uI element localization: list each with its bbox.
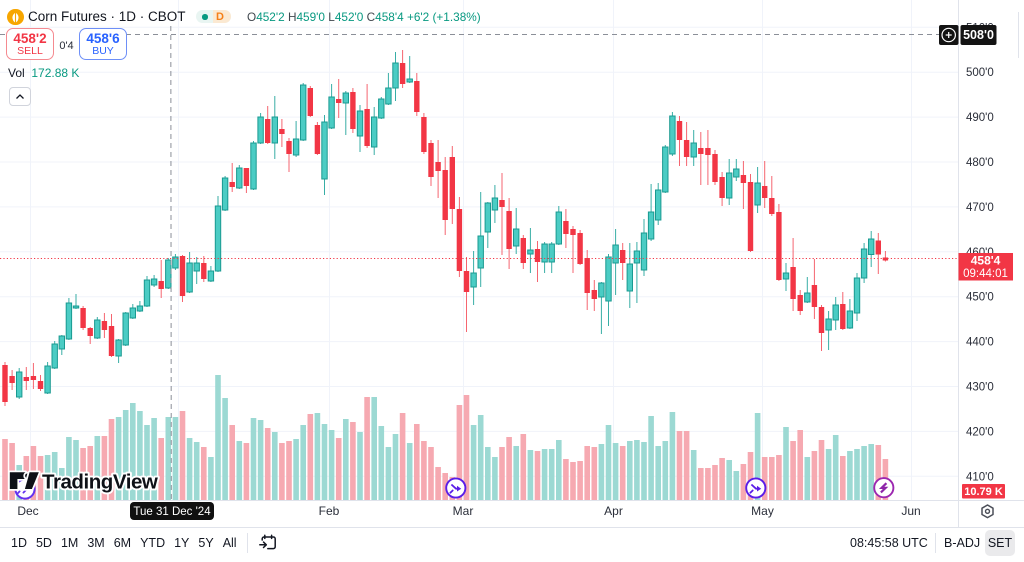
- svg-text:490'0: 490'0: [966, 112, 994, 124]
- svg-text:Mar: Mar: [453, 504, 474, 518]
- svg-text:500'0: 500'0: [966, 67, 994, 79]
- svg-text:May: May: [751, 504, 774, 518]
- svg-text:450'0: 450'0: [966, 292, 994, 304]
- svg-text:480'0: 480'0: [966, 157, 994, 169]
- svg-text:440'0: 440'0: [966, 337, 994, 349]
- svg-text:09:44:01: 09:44:01: [963, 268, 1008, 280]
- svg-text:Jun: Jun: [901, 504, 920, 518]
- svg-text:508'0: 508'0: [963, 28, 994, 42]
- svg-text:Feb: Feb: [319, 504, 340, 518]
- svg-text:Apr: Apr: [604, 504, 623, 518]
- svg-text:430'0: 430'0: [966, 382, 994, 394]
- svg-text:Tue 31 Dec '24: Tue 31 Dec '24: [133, 506, 211, 518]
- svg-text:460'0: 460'0: [966, 247, 994, 259]
- svg-text:470'0: 470'0: [966, 202, 994, 214]
- svg-text:TradingView: TradingView: [42, 471, 158, 494]
- svg-text:10.79 K: 10.79 K: [964, 486, 1003, 498]
- svg-text:Dec: Dec: [17, 504, 38, 518]
- svg-text:458'4: 458'4: [971, 254, 1001, 268]
- svg-text:410'0: 410'0: [966, 471, 994, 483]
- svg-text:420'0: 420'0: [966, 426, 994, 438]
